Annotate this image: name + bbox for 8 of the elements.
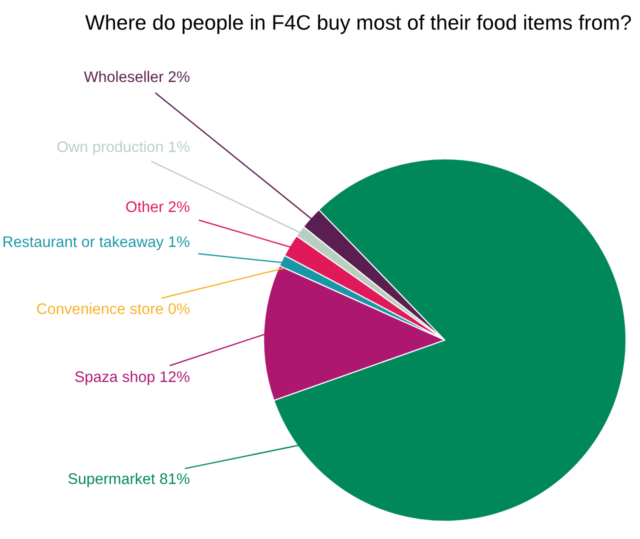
- slice-label: Restaurant or takeaway 1%: [4, 236, 190, 250]
- slice-label: Wholeseller 2%: [84, 70, 190, 82]
- slice-label: Supermarket 81%: [68, 472, 190, 488]
- slice-label: Own production 1%: [57, 140, 190, 156]
- slice-label: Spaza shop 12%: [75, 370, 190, 386]
- category-label: Convenience store 0%: [37, 302, 190, 314]
- chart-title: Where do people in F4C buy most of their food items from?: [85, 14, 631, 34]
- slice-label: Other 2%: [126, 200, 190, 212]
